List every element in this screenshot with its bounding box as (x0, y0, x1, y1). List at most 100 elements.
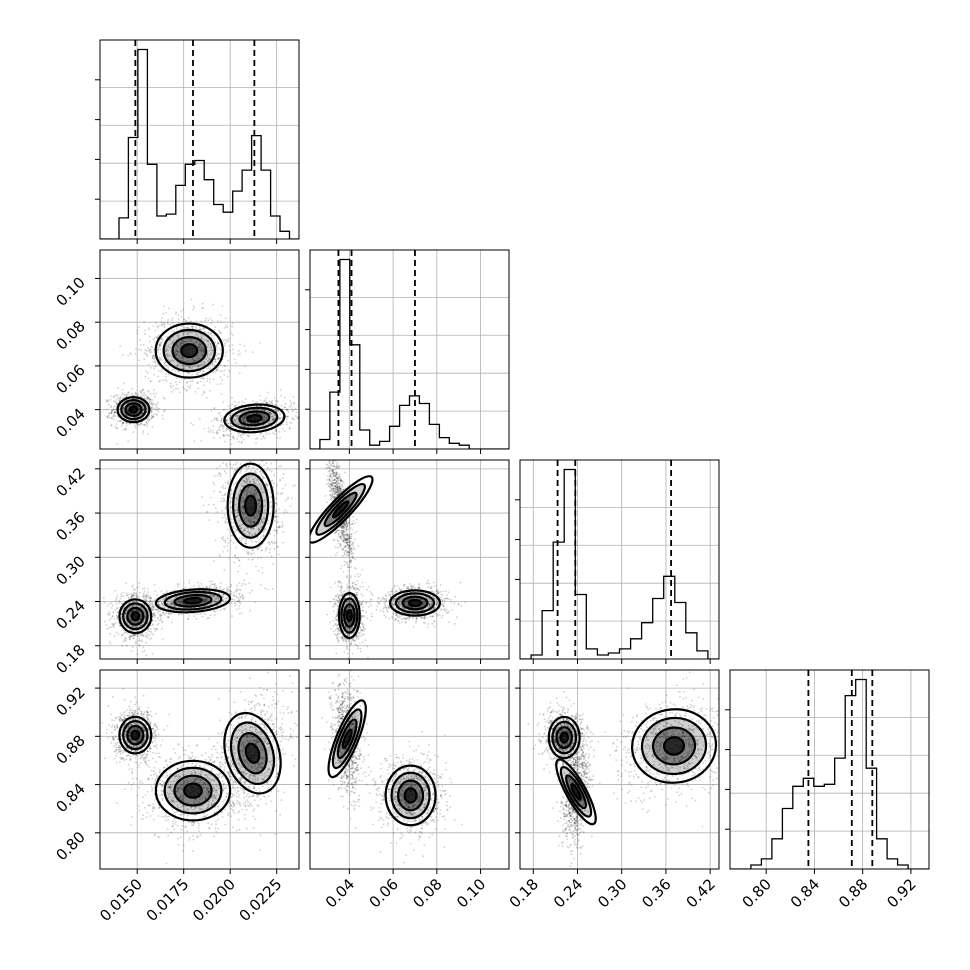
sample-point (274, 399, 277, 402)
sample-point (224, 339, 227, 341)
sample-point (264, 511, 267, 514)
sample-point (167, 613, 170, 616)
sample-point (225, 428, 228, 430)
sample-point (238, 559, 241, 561)
sample-point (188, 321, 191, 323)
sample-point (221, 538, 224, 541)
sample-point (155, 409, 158, 411)
sample-point (147, 390, 150, 393)
sample-point (246, 493, 248, 496)
sample-point (179, 344, 182, 346)
sample-point (241, 584, 243, 587)
sample-point (197, 387, 200, 390)
sample-point (228, 445, 230, 447)
sample-point (143, 358, 146, 361)
sample-point (257, 422, 259, 424)
sample-point (205, 317, 208, 320)
sample-point (140, 633, 143, 636)
sample-point (272, 432, 274, 434)
sample-point (181, 367, 184, 370)
sample-point (177, 363, 179, 366)
sample-point (159, 618, 162, 621)
sample-point (236, 585, 239, 587)
sample-point (236, 415, 239, 418)
sample-point (152, 338, 155, 341)
sample-point (275, 428, 277, 431)
sample-point (124, 639, 127, 642)
sample-point (140, 390, 143, 393)
sample-point (126, 409, 129, 412)
sample-point (286, 409, 289, 412)
sample-point (134, 588, 136, 591)
sample-point (216, 352, 219, 355)
sample-point (152, 609, 155, 611)
sample-point (178, 606, 181, 609)
sample-point (234, 405, 237, 408)
sample-point (186, 333, 189, 336)
sample-point (167, 353, 169, 356)
sample-point (132, 431, 135, 434)
sample-point (262, 418, 265, 421)
sample-point (110, 410, 113, 413)
sample-point (242, 417, 245, 419)
sample-point (149, 628, 152, 631)
sample-point (140, 615, 143, 617)
sample-point (165, 590, 168, 592)
sample-point (168, 344, 170, 346)
sample-point (121, 644, 123, 647)
sample-point (199, 348, 202, 350)
sample-point (209, 594, 211, 597)
sample-point (164, 596, 166, 599)
sample-point (218, 412, 221, 414)
sample-point (130, 635, 133, 638)
sample-point (178, 599, 180, 601)
sample-point (114, 608, 116, 611)
sample-point (211, 594, 214, 597)
sample-point (213, 407, 216, 410)
sample-point (123, 407, 125, 409)
sample-point (243, 498, 246, 501)
sample-point (140, 623, 143, 626)
sample-point (132, 594, 135, 596)
sample-point (244, 420, 247, 423)
sample-point (141, 405, 144, 407)
sample-point (225, 590, 228, 593)
sample-point (201, 346, 203, 348)
sample-point (151, 407, 154, 409)
sample-point (230, 535, 233, 537)
sample-point (204, 361, 206, 364)
sample-point (142, 409, 145, 412)
sample-point (159, 609, 162, 612)
sample-point (225, 324, 228, 327)
sample-point (154, 630, 157, 632)
sample-point (248, 491, 251, 494)
sample-point (300, 406, 302, 408)
sample-point (238, 604, 241, 607)
sample-point (148, 415, 151, 417)
sample-point (177, 314, 180, 317)
sample-point (201, 346, 203, 348)
sample-point (285, 415, 287, 418)
sample-point (222, 599, 225, 602)
sample-point (240, 484, 243, 487)
sample-point (146, 397, 149, 400)
sample-point (220, 602, 223, 605)
sample-point (253, 408, 256, 411)
sample-point (171, 590, 173, 592)
sample-point (130, 635, 133, 638)
sample-point (192, 305, 195, 307)
sample-point (140, 349, 143, 352)
sample-point (262, 416, 265, 419)
sample-point (279, 417, 281, 420)
sample-point (125, 394, 128, 397)
sample-point (271, 415, 274, 418)
sample-point (230, 443, 232, 445)
sample-point (158, 619, 161, 622)
sample-point (242, 501, 245, 504)
sample-point (142, 409, 145, 412)
sample-point (166, 353, 169, 355)
sample-point (142, 423, 145, 426)
sample-point (289, 427, 291, 430)
sample-point (209, 580, 211, 583)
sample-point (196, 364, 198, 366)
